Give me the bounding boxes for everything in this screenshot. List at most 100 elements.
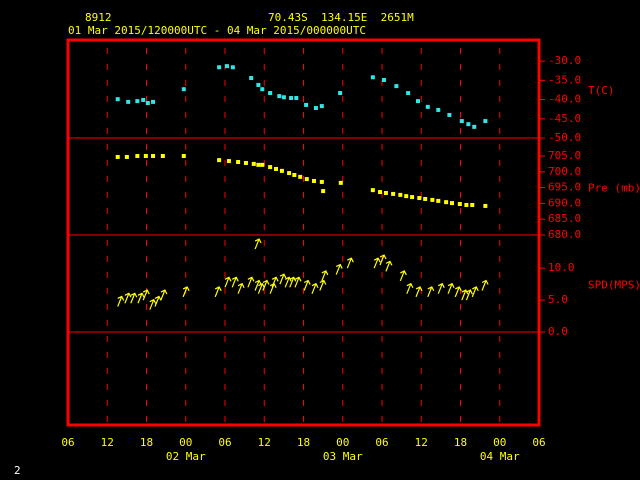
data-point [321,189,326,194]
data-point [470,202,475,207]
data-point [135,154,140,159]
y-tick-label: 680.0 [548,228,581,241]
data-point [378,190,383,195]
date-label: 03 Mar [323,450,363,463]
data-point [370,188,375,193]
x-tick-label: 06 [532,436,545,449]
y-tick-label: 690.0 [548,196,581,209]
wind-arrow [461,289,469,301]
y-tick-label: -30.0 [548,54,581,67]
x-tick-label: 06 [61,436,74,449]
wind-arrow [399,270,407,282]
data-point [472,124,477,129]
data-point [447,112,452,117]
data-point [151,99,156,104]
data-point [160,154,165,159]
wind-arrow [247,276,255,288]
data-point [217,65,222,70]
data-point [115,97,120,102]
wind-arrow [137,292,145,304]
data-point [279,168,284,173]
data-point [115,154,120,159]
y-tick-label: 705.0 [548,149,581,162]
x-tick-label: 12 [101,436,114,449]
y-tick-label: 0.0 [548,325,568,338]
x-tick-label: 06 [375,436,388,449]
data-point [236,160,241,165]
data-point [410,195,415,200]
wind-arrow [237,282,245,294]
data-point [417,196,422,201]
y-tick-label: -35.0 [548,73,581,86]
y-axis-label: SPD(MPS) [588,279,640,292]
frame [66,38,541,427]
data-point [311,178,316,183]
wind-arrow [346,257,354,269]
data-point [423,196,428,201]
wind-arrow [406,282,414,294]
data-point [319,104,324,109]
wind-arrow [254,279,262,291]
data-point [383,190,388,195]
data-point [260,162,265,167]
data-point [457,202,462,207]
wind-arrow [130,292,138,304]
data-point [230,65,235,70]
y-tick-label: -45.0 [548,112,581,125]
data-point [281,95,286,100]
data-point [251,161,256,166]
y-tick-label: -50.0 [548,131,581,144]
wind-arrow [465,289,473,301]
x-tick-label: 12 [415,436,428,449]
data-point [406,91,411,96]
data-point [226,159,231,164]
data-point [381,77,386,82]
data-point [404,194,409,199]
data-point [319,179,324,184]
data-point [124,154,129,159]
data-point [141,97,146,102]
x-tick-label: 00 [493,436,506,449]
data-point [398,192,403,197]
data-point [260,87,265,92]
data-point [277,94,282,99]
data-point [444,200,449,205]
data-point [304,102,309,107]
x-tick-label: 18 [297,436,310,449]
wind-arrow [284,276,292,288]
wind-arrow [321,270,329,282]
wind-arrow [289,276,297,288]
wind-arrow [311,282,319,294]
y-tick-label: 5.0 [548,293,568,306]
data-point [466,122,471,127]
y-tick-label: -40.0 [548,93,581,106]
data-point [436,107,441,112]
wind-arrow [142,289,150,301]
wind-arrow [447,282,455,294]
data-point [217,158,222,163]
data-point [430,197,435,202]
wind-arrow [124,292,132,304]
data-point [298,174,303,179]
x-tick-label: 12 [258,436,271,449]
data-point [294,96,299,101]
data-point [483,119,488,124]
x-tick-label: 00 [336,436,349,449]
wind-arrow [149,298,157,310]
x-tick-label: 18 [454,436,467,449]
wind-arrow [303,279,311,291]
wind-arrow [373,257,381,269]
wind-arrow [231,276,239,288]
wind-arrow [471,286,479,298]
y-tick-label: 10.0 [548,261,575,274]
data-point [436,198,441,203]
data-point [268,91,273,96]
data-point [370,75,375,80]
y-tick-label: 695.0 [548,181,581,194]
wind-arrow [335,263,343,275]
wind-arrow [454,286,462,298]
wind-arrow [379,254,387,266]
data-point [256,162,261,167]
data-point [181,87,186,92]
